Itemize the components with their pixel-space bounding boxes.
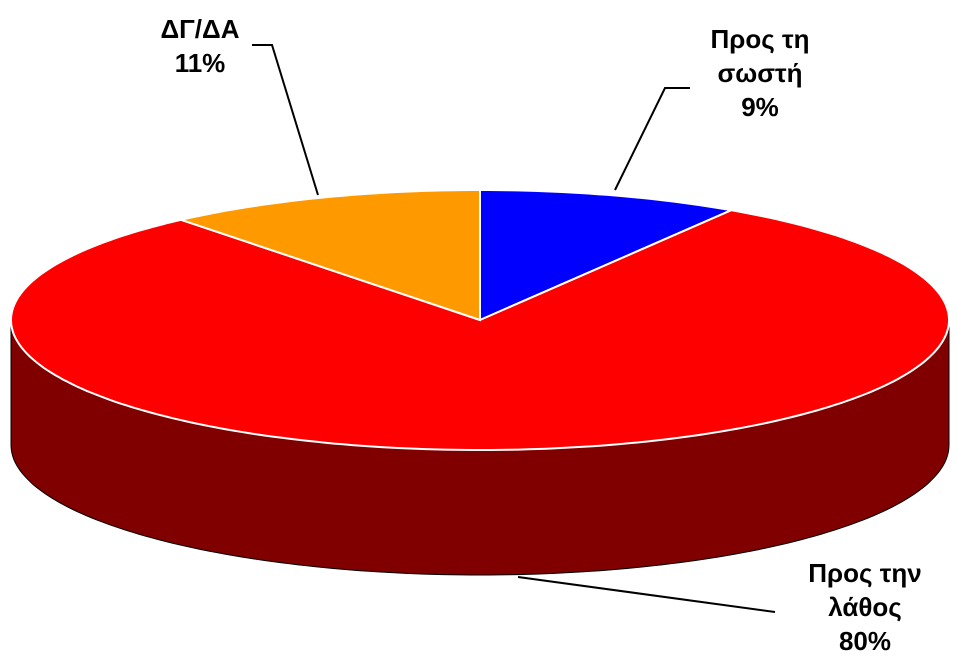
value-label: 80% (838, 626, 892, 656)
slice (9, 209, 950, 451)
category-label: ΔΓ/ΔΑ (160, 14, 240, 44)
slice-label: ΔΓ/ΔΑ 11% (120, 12, 280, 80)
slice-label: Προς την λάθος 80% (785, 556, 945, 658)
value-label: 11% (174, 48, 226, 78)
value-label: 9% (741, 92, 779, 122)
leader-line (614, 87, 690, 191)
category-label: Προς την λάθος (808, 558, 922, 622)
leader-line (252, 44, 319, 196)
slice (479, 189, 735, 322)
leader-line (517, 576, 776, 613)
slice-label: Προς τη σωστή 9% (680, 22, 840, 124)
slice (177, 189, 481, 322)
category-label: Προς τη σωστή (710, 24, 810, 88)
